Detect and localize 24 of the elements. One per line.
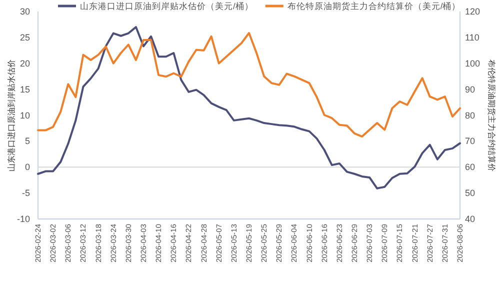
- y2-tick-label: 120: [465, 6, 480, 16]
- y-tick-label: 20: [20, 58, 30, 68]
- y-tick-label: 30: [20, 6, 30, 16]
- y-axis-title: 山东港口进口原油到岸贴水估价: [7, 59, 16, 172]
- y-tick-label: 15: [20, 84, 30, 94]
- y2-tick-label: 50: [465, 188, 476, 198]
- y-tick-label: -10: [16, 214, 30, 224]
- line-series: [37, 26, 461, 190]
- legend-label: 山东港口进口原油到岸贴水估价（美元/桶）: [80, 1, 254, 11]
- y2-tick-label: 70: [465, 136, 476, 146]
- y-tick-label: 5: [24, 136, 30, 146]
- y2-tick-label: 90: [465, 84, 476, 94]
- legend-label: 布伦特原油期货主力合约结算价（美元/桶）: [287, 1, 461, 11]
- y-tick-label: 10: [20, 110, 30, 120]
- y2-tick-label: 80: [465, 110, 476, 120]
- y-tick-label: 25: [20, 32, 30, 42]
- line-series: [37, 32, 461, 138]
- y2-tick-label: 110: [465, 32, 480, 42]
- y2-tick-label: 100: [465, 58, 480, 68]
- y2-axis-title: 布伦特原油期货主力合约结算价: [487, 59, 496, 172]
- y2-tick-label: 40: [465, 214, 476, 224]
- y-tick-label: 0: [24, 162, 30, 172]
- y-tick-label: -5: [22, 188, 30, 198]
- y2-tick-label: 60: [465, 162, 476, 172]
